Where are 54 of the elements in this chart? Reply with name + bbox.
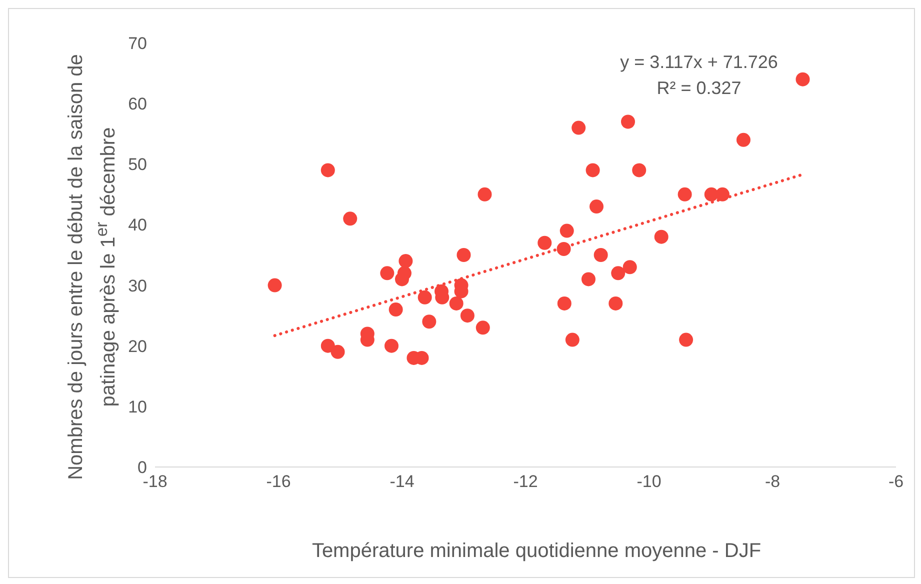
point	[572, 120, 586, 135]
point	[654, 230, 668, 244]
point	[320, 163, 335, 178]
point	[460, 308, 474, 323]
y-tick-label: 40	[128, 216, 147, 235]
point	[320, 338, 335, 353]
x-tick-label: -14	[390, 472, 414, 492]
point	[397, 266, 412, 280]
y-tick-label: 60	[128, 94, 147, 114]
point	[632, 163, 646, 178]
point	[622, 260, 637, 274]
point	[678, 187, 692, 202]
point	[581, 272, 596, 286]
x-tick-label: -12	[513, 472, 538, 492]
point	[608, 296, 623, 310]
x-tick-label: -8	[764, 472, 780, 492]
point	[557, 296, 572, 310]
point	[418, 290, 432, 304]
point	[560, 224, 574, 238]
y-tick-label: 30	[128, 276, 147, 296]
point	[715, 187, 730, 202]
point	[565, 332, 580, 347]
x-tick-label: -10	[636, 472, 662, 492]
point	[388, 302, 403, 317]
y-tick-label: 10	[128, 397, 147, 416]
point	[594, 248, 608, 262]
point	[449, 296, 464, 310]
y-tick-label: 50	[128, 155, 147, 174]
point	[736, 132, 750, 147]
point	[343, 212, 358, 226]
point	[538, 236, 552, 250]
point	[422, 314, 436, 329]
point	[611, 266, 626, 280]
point	[478, 187, 492, 202]
point	[330, 344, 345, 359]
point	[679, 332, 694, 347]
point	[621, 114, 636, 129]
y-tick-label: 70	[128, 34, 147, 54]
x-tick-label: -16	[266, 472, 291, 492]
x-tick-label: -6	[888, 472, 904, 492]
point	[590, 200, 604, 214]
point	[556, 242, 571, 256]
point	[796, 72, 810, 86]
annotation: R² = 0.327	[656, 77, 742, 100]
point	[476, 320, 490, 335]
point	[456, 248, 471, 262]
x-axis-title: Température minimale quotidienne moyenne - DJF	[310, 540, 762, 563]
point	[398, 254, 413, 268]
point	[384, 338, 399, 353]
point	[586, 163, 600, 178]
annotation: y = 3.117x + 71.726	[619, 51, 779, 74]
point	[380, 266, 394, 280]
point	[268, 278, 282, 292]
y-tick-label: 20	[128, 336, 147, 356]
